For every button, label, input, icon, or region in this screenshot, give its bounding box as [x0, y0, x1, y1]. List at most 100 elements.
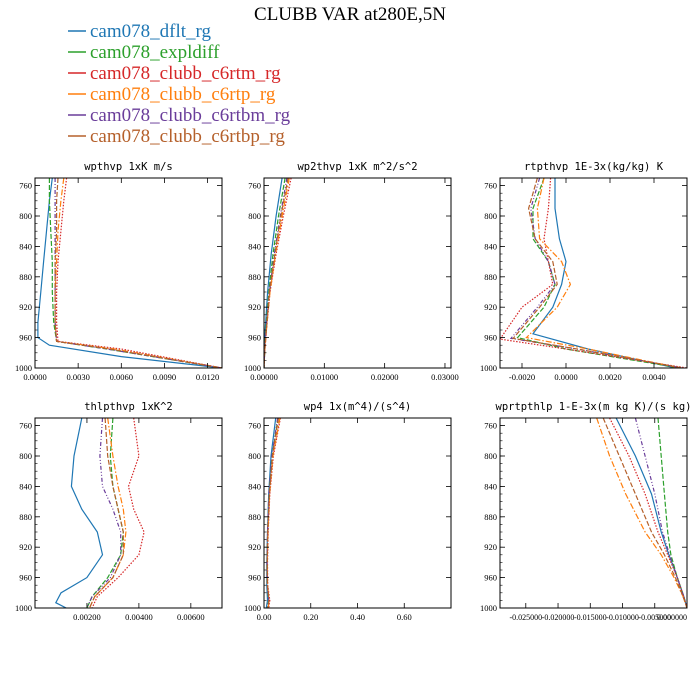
- y-tick-label: 920: [19, 542, 32, 552]
- y-tick-label: 800: [484, 211, 497, 221]
- series-line: [91, 418, 145, 608]
- chart-panel: thlpthvp 1xK^2 760 800 840 880 920 960 1000 0.00…: [15, 401, 223, 622]
- legend-label: cam078_clubb_c6rtp_rg: [90, 84, 276, 105]
- y-tick-label: 800: [484, 451, 497, 461]
- y-tick-label: 960: [248, 573, 261, 583]
- series-line: [88, 418, 127, 608]
- y-tick-label: 1000: [244, 603, 261, 613]
- series-line: [634, 418, 687, 608]
- x-tick-label: 0.0030: [66, 372, 89, 382]
- y-tick-label: 1000: [480, 603, 497, 613]
- y-tick-label: 1000: [15, 363, 32, 373]
- y-tick-label: 840: [19, 481, 32, 491]
- y-tick-label: 880: [248, 512, 261, 522]
- y-tick-label: 920: [248, 542, 261, 552]
- x-tick-label: 0.0090: [153, 372, 176, 382]
- series-line: [54, 418, 104, 608]
- figure-title: CLUBB VAR at280E,5N: [254, 4, 446, 25]
- y-tick-label: 760: [248, 421, 261, 431]
- y-tick-label: 880: [484, 512, 497, 522]
- legend-label: cam078_clubb_c6rtbm_rg: [90, 105, 291, 126]
- panel-title: rtpthvp 1E-3x(kg/kg) K: [524, 161, 664, 173]
- y-tick-label: 800: [19, 451, 32, 461]
- y-tick-label: 840: [484, 481, 497, 491]
- panel-title: thlpthvp 1xK^2: [84, 401, 173, 413]
- y-tick-label: 1000: [480, 363, 497, 373]
- series-line: [54, 178, 222, 368]
- x-tick-label: -0.025000: [509, 613, 542, 622]
- y-tick-label: 1000: [15, 603, 32, 613]
- y-tick-label: 760: [19, 421, 32, 431]
- series-line: [264, 178, 288, 368]
- x-tick-label: -0.020000: [542, 613, 575, 622]
- chart-panel: wp4 1x(m^4)/(s^4)76080084088092096010000…: [244, 401, 452, 622]
- x-tick-label: 0.0000: [23, 372, 46, 382]
- x-tick-label: -0.005000: [638, 613, 671, 622]
- y-tick-label: 800: [248, 211, 261, 221]
- series-line: [54, 178, 222, 368]
- series-line: [86, 418, 124, 608]
- panel-title: wpthvp 1xK m/s: [84, 161, 173, 173]
- chart-panel: wpthvp 1xK m/s76080084088092096010000.00…: [15, 161, 223, 382]
- y-tick-label: 760: [19, 181, 32, 191]
- x-tick-label: -0.015000: [574, 613, 607, 622]
- legend-label: cam078_dflt_rg: [90, 21, 212, 42]
- series-line: [516, 178, 681, 368]
- y-tick-label: 920: [19, 302, 32, 312]
- x-tick-label: 0.0040: [642, 372, 665, 382]
- y-tick-label: 880: [19, 512, 32, 522]
- series-line: [657, 418, 687, 608]
- y-tick-label: 920: [484, 302, 497, 312]
- plot-frame: [263, 417, 452, 609]
- x-tick-label: -0.010000: [606, 613, 639, 622]
- y-tick-label: 760: [484, 421, 497, 431]
- x-tick-label: 0.00200: [73, 612, 101, 622]
- series-line: [86, 418, 122, 608]
- x-tick-label: 0.20: [303, 612, 318, 622]
- y-tick-label: 840: [248, 241, 261, 251]
- y-tick-label: 920: [248, 302, 261, 312]
- y-tick-label: 840: [484, 241, 497, 251]
- series-line: [525, 178, 681, 368]
- y-tick-label: 920: [484, 542, 497, 552]
- y-tick-label: 880: [484, 272, 497, 282]
- chart-panel: wp2thvp 1xK m^2/s^2 760 800 840 880 920 960 100…: [244, 161, 459, 382]
- y-tick-label: 800: [19, 211, 32, 221]
- y-tick-label: 960: [19, 573, 32, 583]
- series-line: [54, 178, 222, 368]
- y-tick-label: 760: [248, 181, 261, 191]
- plot-frame: [499, 417, 688, 609]
- y-tick-label: 800: [248, 451, 261, 461]
- panels: wpthvp 1xK m/s76080084088092096010000.00…: [15, 161, 691, 622]
- series-line: [264, 178, 290, 368]
- series-line: [37, 178, 222, 368]
- x-tick-label: 0.03000: [431, 372, 459, 382]
- series-line: [88, 418, 124, 608]
- plot-frame: [34, 417, 223, 609]
- x-tick-label: 0.00400: [125, 612, 153, 622]
- y-tick-label: 960: [484, 333, 497, 343]
- panel-title: wprtpthlp 1-E-3x(m kg K)/(s kg): [496, 401, 692, 413]
- y-tick-label: 960: [248, 333, 261, 343]
- x-tick-label: 0.02000: [371, 372, 399, 382]
- series-line: [500, 178, 687, 368]
- y-tick-label: 840: [248, 481, 261, 491]
- legend-label: cam078_clubb_c6rtm_rg: [90, 63, 281, 84]
- plot-frame: [263, 177, 452, 369]
- x-tick-label: 0.0020: [598, 372, 621, 382]
- x-tick-label: 0.00600: [177, 612, 205, 622]
- y-tick-label: 840: [19, 241, 32, 251]
- x-tick-label: 0.0120: [196, 372, 219, 382]
- y-tick-label: 960: [484, 573, 497, 583]
- x-tick-label: 0.0060: [110, 372, 133, 382]
- chart-panel: rtpthvp 1E-3x(kg/kg) K 760 800 840 880 920 960…: [480, 161, 688, 382]
- x-tick-label: 0.60: [397, 612, 412, 622]
- plot-frame: [499, 177, 688, 369]
- x-tick-label: 0.000000: [657, 613, 687, 622]
- series-line: [264, 178, 286, 368]
- x-tick-label: 0.00: [257, 612, 272, 622]
- panel-title: wp4 1x(m^4)/(s^4): [304, 401, 411, 413]
- series-line: [596, 418, 687, 608]
- legend: cam078_dflt_rgcam078_expldiffcam078_club…: [68, 21, 291, 147]
